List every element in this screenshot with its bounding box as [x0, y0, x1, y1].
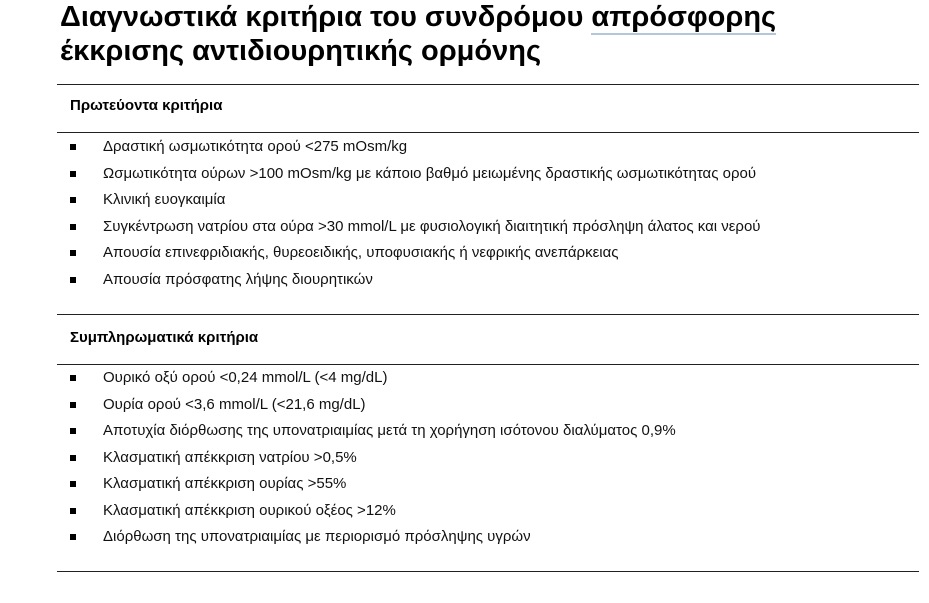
criterion-text: Κλινική ευογκαιμία [103, 191, 226, 208]
list-item: Διόρθωση της υπονατριαιμίας με περιορισμ… [70, 524, 676, 551]
title-underlined-word: απρόσφορης [591, 1, 777, 35]
divider-middle [57, 314, 919, 315]
bullet-icon [70, 534, 76, 541]
list-item: Κλασματική απέκκριση νατρίου >0,5% [70, 445, 676, 472]
bullet-icon [70, 223, 76, 230]
list-item: Αποτυχία διόρθωσης της υπονατριαιμίας με… [70, 418, 676, 445]
divider-top [57, 84, 919, 85]
list-item: Κλινική ευογκαιμία [70, 187, 761, 214]
criterion-text: Κλασματική απέκκριση ουρικού οξέος >12% [103, 501, 396, 519]
bullet-icon [70, 507, 76, 514]
criterion-text: Κλασματική απέκκριση ουρίας >55% [103, 475, 347, 492]
bullet-icon [70, 481, 76, 488]
bullet-icon [70, 375, 76, 382]
criterion-text: Διόρθωση της υπονατριαιμίας με περιορισμ… [103, 528, 531, 545]
bullet-icon [70, 197, 76, 204]
list-item: Απουσία πρόσφατης λήψης διουρητικών [70, 267, 761, 294]
bullet-icon [70, 250, 76, 257]
bullet-icon [70, 170, 76, 177]
criterion-text: Απουσία πρόσφατης λήψης διουρητικών [103, 270, 373, 288]
primary-criteria-list: Δραστική ωσμωτικότητα ορού <275 mOsm/kg … [70, 134, 761, 293]
bullet-icon [70, 401, 76, 408]
bullet-icon [70, 454, 76, 461]
title-line-2: έκκρισης αντιδιουρητικής ορμόνης [60, 35, 542, 67]
criterion-text: Αποτυχία διόρθωσης της υπονατριαιμίας με… [103, 422, 676, 439]
divider-bottom [57, 571, 919, 572]
primary-criteria-heading: Πρωτεύοντα κριτήρια [70, 97, 223, 114]
criterion-text: Ωσμωτικότητα ούρων >100 mOsm/kg με κάποι… [103, 164, 757, 182]
criterion-text: Συγκέντρωση νατρίου στα ούρα >30 mmol/L … [103, 217, 761, 235]
list-item: Ωσμωτικότητα ούρων >100 mOsm/kg με κάποι… [70, 161, 761, 188]
divider-primary [57, 132, 919, 133]
title-line-1: Διαγνωστικά κριτήρια του συνδρόμου απρόσ… [60, 0, 777, 35]
criterion-text: Ουρικό οξύ ορού <0,24 mmol/L (<4 mg/dL) [103, 369, 388, 386]
criterion-text: Ουρία ορού <3,6 mmol/L (<21,6 mg/dL) [103, 395, 366, 413]
supplementary-criteria-list: Ουρικό οξύ ορού <0,24 mmol/L (<4 mg/dL) … [70, 365, 676, 551]
supplementary-criteria-heading: Συμπληρωματικά κριτήρια [70, 329, 259, 346]
divider-supplementary [57, 364, 919, 365]
list-item: Κλασματική απέκκριση ουρικού οξέος >12% [70, 498, 676, 525]
criterion-text: Κλασματική απέκκριση νατρίου >0,5% [103, 448, 357, 466]
bullet-icon [70, 144, 76, 151]
list-item: Συγκέντρωση νατρίου στα ούρα >30 mmol/L … [70, 214, 761, 241]
criterion-text: Απουσία επινεφριδιακής, θυρεοειδικής, υπ… [103, 244, 619, 261]
bullet-icon [70, 428, 76, 435]
list-item: Κλασματική απέκκριση ουρίας >55% [70, 471, 676, 498]
list-item: Ουρικό οξύ ορού <0,24 mmol/L (<4 mg/dL) [70, 365, 676, 392]
list-item: Ουρία ορού <3,6 mmol/L (<21,6 mg/dL) [70, 392, 676, 419]
page-title: Διαγνωστικά κριτήρια του συνδρόμου απρόσ… [60, 0, 777, 68]
bullet-icon [70, 276, 76, 283]
list-item: Απουσία επινεφριδιακής, θυρεοειδικής, υπ… [70, 240, 761, 267]
list-item: Δραστική ωσμωτικότητα ορού <275 mOsm/kg [70, 134, 761, 161]
title-prefix: Διαγνωστικά κριτήρια του συνδρόμου [60, 1, 592, 33]
criterion-text: Δραστική ωσμωτικότητα ορού <275 mOsm/kg [103, 138, 408, 155]
